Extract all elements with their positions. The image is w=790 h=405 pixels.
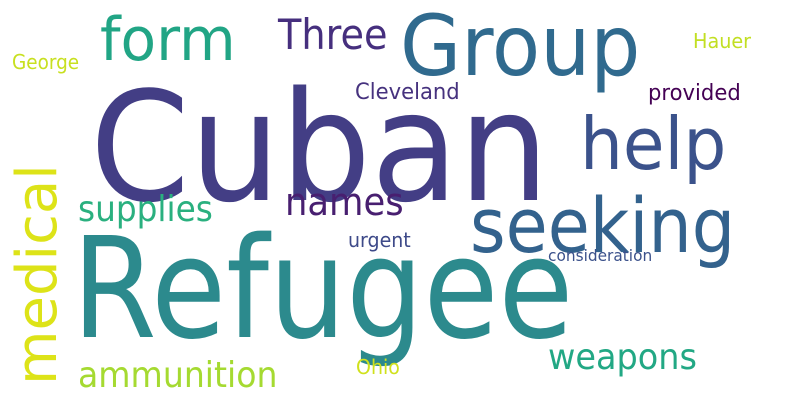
word-names: names (285, 180, 404, 224)
word-consideration: consideration (548, 246, 653, 265)
word-refugee: Refugee (72, 208, 574, 371)
word-weapons: weapons (548, 337, 697, 378)
word-ammunition: ammunition (78, 355, 278, 396)
word-three: Three (278, 10, 388, 59)
word-supplies: supplies (78, 189, 213, 230)
word-cuban: Cuban (90, 59, 550, 236)
word-provided: provided (648, 81, 741, 106)
word-hauer: Hauer (693, 29, 752, 53)
word-urgent: urgent (348, 228, 411, 252)
word-group: Group (400, 0, 641, 95)
word-cleveland: Cleveland (355, 80, 460, 105)
word-ohio: Ohio (356, 355, 400, 379)
word-form: form (100, 5, 236, 75)
word-help: help (580, 102, 727, 186)
word-george: George (12, 50, 80, 74)
word-medical: medical (5, 164, 70, 385)
word-seeking: seeking (470, 181, 736, 270)
